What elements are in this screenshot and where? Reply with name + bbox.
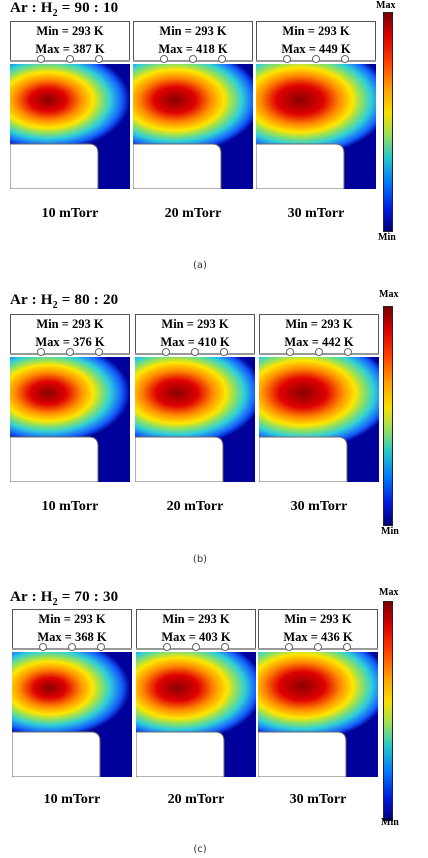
colorbar [383,12,393,232]
gas-inlet-port [344,348,352,356]
colorbar-min-label: Min [381,817,399,828]
max-temperature: Max = 442 K [284,335,354,349]
max-temperature: Max = 368 K [37,630,107,644]
ratio-title: Ar : H2 = 90 : 10 [10,0,119,19]
gas-inlet-port [68,643,76,651]
gas-inlet-port [95,55,103,63]
colorbar [383,601,393,821]
pressure-label: 20 mTorr [164,206,222,221]
gas-inlet-port [160,55,168,63]
min-temperature: Min = 293 K [36,317,104,331]
colorbar [383,306,393,526]
pressure-label: 30 mTorr [290,499,348,514]
gas-inlet-port [95,348,103,356]
max-temperature: Max = 376 K [35,335,105,349]
temperature-field-map [256,64,376,189]
gas-inlet-port [314,643,322,651]
min-temperature: Min = 293 K [161,317,229,331]
ratio-title: Ar : H2 = 70 : 30 [10,589,119,608]
gas-inlet-port [218,55,226,63]
min-temperature: Min = 293 K [162,612,230,626]
subfigure-caption: (a) [193,260,207,271]
pressure-label: 10 mTorr [43,792,101,807]
gas-inlet-port [66,348,74,356]
pressure-label: 30 mTorr [289,792,347,807]
temperature-range-box: Min = 293 K Max = 418 K [133,21,253,61]
subfigure-caption: (c) [193,844,207,855]
gas-inlet-port [221,643,229,651]
temperature-range-box: Min = 293 K Max = 449 K [256,21,376,61]
temperature-field-map [12,652,132,777]
temperature-field-map [10,357,130,482]
gas-inlet-port [191,348,199,356]
colorbar-min-label: Min [378,232,396,243]
max-temperature: Max = 387 K [35,42,105,56]
pressure-label: 10 mTorr [41,499,99,514]
min-temperature: Min = 293 K [38,612,106,626]
pressure-label: 30 mTorr [287,206,345,221]
temperature-range-box: Min = 293 K Max = 410 K [135,314,255,354]
temperature-range-box: Min = 293 K Max = 387 K [10,21,130,61]
gas-inlet-port [283,55,291,63]
pressure-label: 20 mTorr [166,499,224,514]
temperature-field-map [133,64,253,189]
temperature-range-box: Min = 293 K Max = 403 K [136,609,256,649]
pressure-label: 10 mTorr [41,206,99,221]
temperature-range-box: Min = 293 K Max = 442 K [259,314,379,354]
max-temperature: Max = 410 K [160,335,230,349]
gas-inlet-port [97,643,105,651]
temperature-range-box: Min = 293 K Max = 376 K [10,314,130,354]
temperature-range-box: Min = 293 K Max = 368 K [12,609,132,649]
gas-inlet-port [37,348,45,356]
max-temperature: Max = 436 K [283,630,353,644]
gas-inlet-port [66,55,74,63]
ratio-title: Ar : H2 = 80 : 20 [10,292,119,311]
colorbar-max-label: Max [379,587,399,598]
colorbar-max-label: Max [376,0,396,11]
max-temperature: Max = 449 K [281,42,351,56]
pressure-label: 20 mTorr [167,792,225,807]
temperature-field-map [258,652,378,777]
min-temperature: Min = 293 K [36,24,104,38]
colorbar-min-label: Min [381,526,399,537]
gas-inlet-port [189,55,197,63]
gas-inlet-port [286,348,294,356]
gas-inlet-port [163,643,171,651]
max-temperature: Max = 403 K [161,630,231,644]
subfigure-caption: (b) [192,554,208,565]
temperature-field-map [135,357,255,482]
gas-inlet-port [312,55,320,63]
gas-inlet-port [37,55,45,63]
gas-inlet-port [343,643,351,651]
min-temperature: Min = 293 K [284,612,352,626]
gas-inlet-port [39,643,47,651]
gas-inlet-port [285,643,293,651]
gas-inlet-port [341,55,349,63]
temperature-range-box: Min = 293 K Max = 436 K [258,609,378,649]
max-temperature: Max = 418 K [158,42,228,56]
colorbar-max-label: Max [379,289,399,300]
min-temperature: Min = 293 K [282,24,350,38]
gas-inlet-port [162,348,170,356]
temperature-field-map [259,357,379,482]
gas-inlet-port [192,643,200,651]
min-temperature: Min = 293 K [285,317,353,331]
gas-inlet-port [315,348,323,356]
gas-inlet-port [220,348,228,356]
temperature-field-map [136,652,256,777]
temperature-field-map [10,64,130,189]
min-temperature: Min = 293 K [159,24,227,38]
